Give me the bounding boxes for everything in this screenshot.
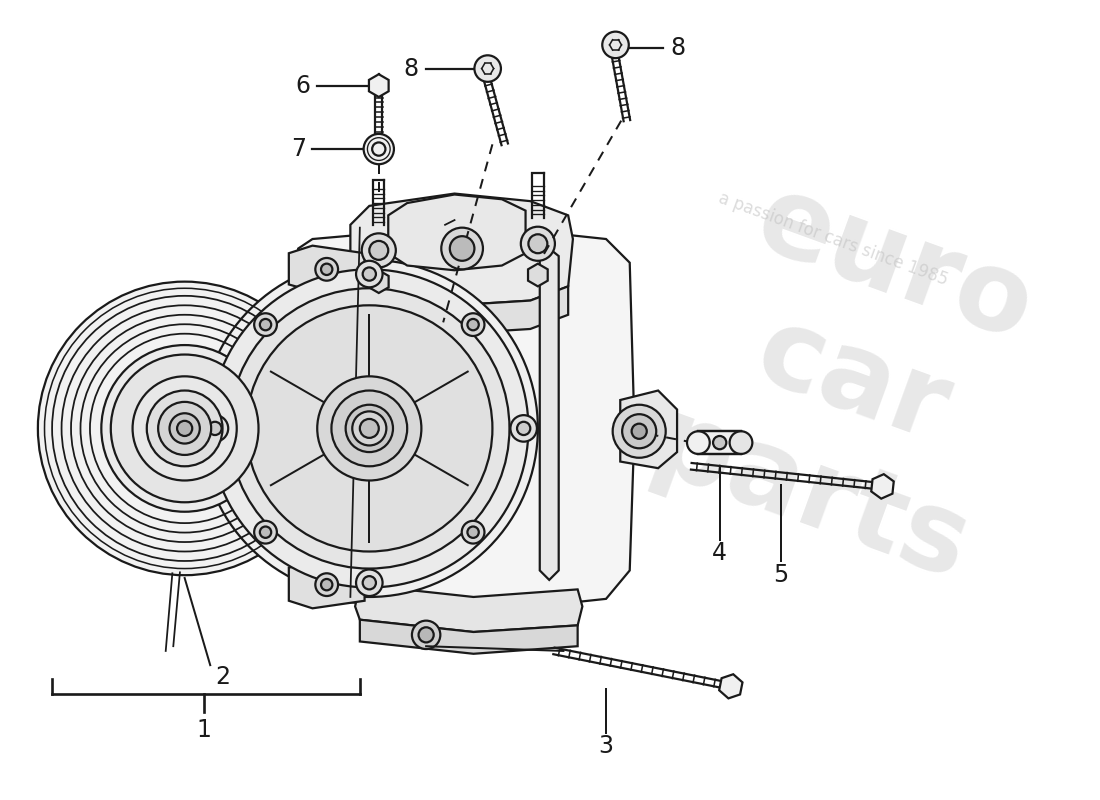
Circle shape [254,521,277,543]
Text: 7: 7 [290,137,306,161]
Circle shape [603,32,629,58]
Text: 2: 2 [214,665,230,689]
Text: a passion for cars since 1985: a passion for cars since 1985 [716,189,950,289]
Text: 4: 4 [712,542,727,566]
Circle shape [688,431,710,454]
Polygon shape [540,249,559,580]
Text: 8: 8 [404,57,418,81]
Circle shape [254,314,277,336]
Circle shape [474,55,500,82]
Polygon shape [871,474,893,498]
Circle shape [356,570,383,596]
Circle shape [631,424,647,439]
Circle shape [362,234,396,267]
Circle shape [316,574,338,596]
Circle shape [360,419,378,438]
Circle shape [321,264,332,275]
Circle shape [229,288,509,569]
Polygon shape [294,225,635,613]
Polygon shape [351,194,573,306]
Polygon shape [368,74,388,97]
Circle shape [613,405,666,458]
Polygon shape [528,264,548,286]
Circle shape [345,405,393,452]
Circle shape [210,270,528,587]
Polygon shape [355,585,582,632]
Circle shape [201,260,538,597]
Polygon shape [360,620,578,654]
Polygon shape [368,270,388,293]
Circle shape [370,241,388,260]
Circle shape [468,526,478,538]
Circle shape [158,402,211,455]
Polygon shape [298,481,355,542]
Circle shape [462,314,484,336]
Circle shape [316,258,338,281]
Polygon shape [298,310,355,371]
Circle shape [208,422,221,435]
Text: euro
car
parts: euro car parts [637,158,1067,604]
Circle shape [246,306,493,551]
Circle shape [201,415,228,442]
Polygon shape [289,246,364,291]
Circle shape [146,390,222,466]
Circle shape [520,226,554,261]
Circle shape [462,521,484,543]
Circle shape [317,376,421,481]
Polygon shape [388,194,526,270]
Circle shape [331,390,407,466]
Text: 6: 6 [296,74,310,98]
Polygon shape [289,249,298,580]
Circle shape [37,282,331,575]
Circle shape [364,134,394,164]
Polygon shape [719,674,742,698]
Text: 3: 3 [598,734,614,758]
Text: 8: 8 [671,36,685,60]
Circle shape [177,421,192,436]
Circle shape [363,267,376,281]
Bar [698,431,741,454]
Circle shape [363,576,376,590]
Circle shape [510,415,537,442]
Circle shape [441,228,483,270]
Circle shape [352,411,386,446]
Circle shape [356,261,383,287]
Circle shape [111,354,258,502]
Text: 5: 5 [773,563,789,587]
Circle shape [133,376,236,481]
Polygon shape [351,282,569,334]
Circle shape [450,236,474,261]
Circle shape [729,431,752,454]
Circle shape [101,345,268,512]
Circle shape [713,436,726,450]
Circle shape [260,526,272,538]
Circle shape [623,414,657,448]
Polygon shape [289,563,364,608]
Circle shape [260,319,272,330]
Circle shape [468,319,478,330]
Polygon shape [620,390,678,468]
Circle shape [411,621,440,649]
Circle shape [517,422,530,435]
Circle shape [419,627,433,642]
Polygon shape [294,254,360,599]
Circle shape [169,414,200,443]
Circle shape [528,234,548,254]
Circle shape [321,579,332,590]
Text: 1: 1 [196,718,211,742]
